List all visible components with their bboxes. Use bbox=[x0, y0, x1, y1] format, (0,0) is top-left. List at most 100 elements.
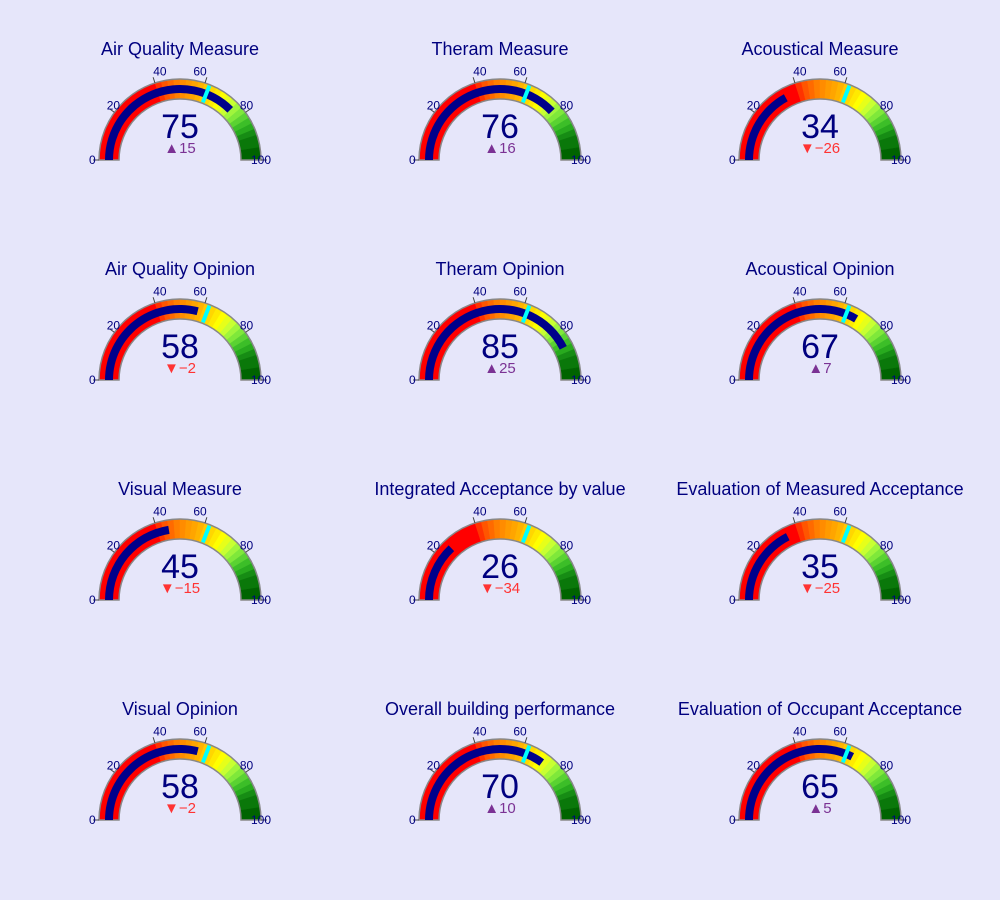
gauge-border bbox=[738, 518, 902, 601]
gauge-threshold-marker bbox=[840, 304, 852, 324]
gauge-tick-label: 60 bbox=[193, 725, 207, 739]
gauge-title: Visual Opinion bbox=[122, 699, 238, 719]
gauge-tick bbox=[472, 77, 476, 84]
gauge-tick-label: 40 bbox=[793, 285, 807, 299]
gauge-tick-label: 40 bbox=[153, 505, 167, 519]
gauge-title: Theram Measure bbox=[431, 39, 568, 59]
gauge-tick-label: 0 bbox=[409, 153, 416, 167]
gauge-value: 58 bbox=[161, 768, 199, 806]
gauge-tick-label: 20 bbox=[427, 538, 441, 552]
gauge-tick-label: 60 bbox=[513, 505, 527, 519]
gauge-border bbox=[418, 78, 582, 161]
gauge-tick bbox=[152, 297, 156, 304]
gauge-tick-label: 60 bbox=[833, 285, 847, 299]
gauge-title: Evaluation of Measured Acceptance bbox=[676, 479, 963, 499]
gauge-tick-label: 80 bbox=[880, 538, 894, 552]
gauge-tick bbox=[885, 328, 891, 333]
gauge-tick-label: 40 bbox=[473, 505, 487, 519]
gauge-tick-label: 100 bbox=[891, 593, 911, 607]
gauge-title: Overall building performance bbox=[385, 699, 615, 719]
gauge-tick-label: 40 bbox=[793, 65, 807, 79]
gauge-value: 34 bbox=[801, 108, 839, 146]
gauge: Visual Opinion 0 20 40 60 80 100 58▼−2 bbox=[89, 699, 271, 827]
gauge-tick bbox=[204, 297, 208, 304]
gauge-tick-label: 80 bbox=[240, 758, 254, 772]
gauge-border bbox=[738, 738, 902, 821]
gauge-threshold-marker bbox=[840, 84, 852, 104]
gauge-threshold-marker bbox=[200, 304, 212, 324]
gauge-tick-label: 60 bbox=[513, 725, 527, 739]
gauge-tick-label: 100 bbox=[251, 593, 271, 607]
gauge-value-bar bbox=[105, 745, 199, 820]
gauge-tick bbox=[109, 548, 115, 553]
gauge-tick bbox=[152, 737, 156, 744]
gauge-value-bar bbox=[744, 533, 790, 600]
gauge: Acoustical Measure 0 20 40 60 80 100 34▼−26 bbox=[729, 39, 911, 167]
gauge: Air Quality Measure 0 20 40 60 80 100 75▲15 bbox=[89, 39, 271, 167]
gauge: Theram Opinion 0 20 40 60 80 100 85▲25 bbox=[409, 259, 591, 387]
gauge-tick bbox=[524, 517, 528, 524]
gauge-tick-label: 0 bbox=[729, 373, 736, 387]
gauge-tick-label: 0 bbox=[89, 373, 96, 387]
gauge-tick-label: 80 bbox=[880, 98, 894, 112]
gauge-delta: ▲25 bbox=[484, 360, 516, 377]
gauge-threshold-marker bbox=[840, 524, 852, 544]
gauge-tick bbox=[565, 328, 571, 333]
gauge-delta: ▼−2 bbox=[164, 360, 196, 377]
gauge-delta: ▼−15 bbox=[160, 580, 200, 597]
gauge-delta: ▲15 bbox=[164, 140, 196, 157]
gauge-tick bbox=[885, 108, 891, 113]
gauge-tick bbox=[152, 77, 156, 84]
gauge-tick bbox=[524, 77, 528, 84]
gauge-tick-label: 100 bbox=[251, 813, 271, 827]
gauge: Overall building performance 0 20 40 60 80 100… bbox=[385, 699, 615, 827]
gauge-tick-label: 60 bbox=[833, 725, 847, 739]
gauge-value: 76 bbox=[481, 108, 519, 146]
gauge-tick bbox=[792, 77, 796, 84]
gauge-value: 70 bbox=[481, 768, 519, 806]
gauge-threshold-marker bbox=[200, 744, 212, 764]
gauge-tick-label: 40 bbox=[153, 65, 167, 79]
gauge-tick-label: 40 bbox=[473, 65, 487, 79]
gauge-tick-label: 100 bbox=[251, 153, 271, 167]
gauge-tick-label: 0 bbox=[409, 813, 416, 827]
gauge-title: Evaluation of Occupant Acceptance bbox=[678, 699, 962, 719]
gauge-tick-label: 60 bbox=[193, 65, 207, 79]
gauge-value-bar bbox=[105, 85, 234, 160]
gauge-title: Air Quality Opinion bbox=[105, 259, 255, 279]
gauge-tick-label: 80 bbox=[240, 318, 254, 332]
gauge-tick bbox=[109, 108, 115, 113]
gauge-value-bar bbox=[104, 525, 170, 600]
gauge-threshold-marker bbox=[520, 84, 532, 104]
gauge-value-bar bbox=[745, 744, 855, 820]
gauge-tick bbox=[245, 548, 251, 553]
gauge-tick bbox=[429, 328, 435, 333]
gauge-tick bbox=[204, 77, 208, 84]
gauge-value-bar bbox=[745, 304, 859, 380]
gauge-delta: ▲7 bbox=[808, 360, 831, 377]
gauge-delta: ▼−25 bbox=[800, 580, 840, 597]
gauge-border bbox=[418, 298, 582, 381]
gauge-tick bbox=[472, 297, 476, 304]
gauge-tick-label: 60 bbox=[193, 505, 207, 519]
gauge-tick-label: 40 bbox=[473, 725, 487, 739]
gauge-tick bbox=[429, 108, 435, 113]
gauge-value: 75 bbox=[161, 108, 199, 146]
gauge-tick bbox=[844, 737, 848, 744]
gauge-tick bbox=[524, 297, 528, 304]
gauge-tick-label: 40 bbox=[153, 725, 167, 739]
gauge-delta: ▼−2 bbox=[164, 800, 196, 817]
gauge-tick bbox=[844, 297, 848, 304]
gauge-tick-label: 80 bbox=[560, 758, 574, 772]
gauge-value-bar bbox=[425, 85, 555, 160]
gauge-delta: ▲16 bbox=[484, 140, 516, 157]
gauge-value: 35 bbox=[801, 548, 839, 586]
gauge-tick bbox=[204, 517, 208, 524]
gauge-threshold-marker bbox=[200, 84, 212, 104]
gauge-tick bbox=[245, 768, 251, 773]
gauge-tick bbox=[792, 297, 796, 304]
gauge-tick-label: 100 bbox=[251, 373, 271, 387]
gauge-tick-label: 20 bbox=[747, 538, 761, 552]
gauge-tick bbox=[245, 328, 251, 333]
gauge-tick bbox=[749, 108, 755, 113]
